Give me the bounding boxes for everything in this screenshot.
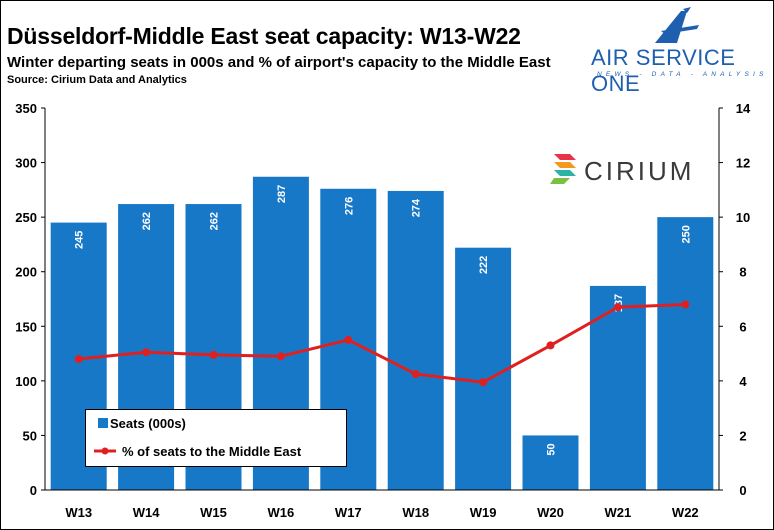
left-tick-label: 350 [15,101,37,116]
right-tick-label: 6 [739,319,746,334]
x-tick-label: W17 [335,505,362,520]
right-tick-label: 4 [739,374,747,389]
left-tick-label: 300 [15,156,37,171]
right-tick-label: 14 [736,101,751,116]
legend-percent-label: % of seats to the Middle East [122,444,302,459]
left-tick-label: 100 [15,374,37,389]
left-tick-label: 150 [15,319,37,334]
x-tick-label: W22 [672,505,699,520]
chart-title: Düsseldorf-Middle East seat capacity: W1… [7,23,521,49]
legend-seats-label: Seats (000s) [110,416,186,431]
bar-value-label: 262 [141,212,153,230]
aircraft-a-icon [655,7,699,43]
x-tick-label: W19 [470,505,497,520]
right-tick-label: 0 [739,483,746,498]
air-service-one-name: AIR SERVICE ONE [591,45,736,96]
percent-point [276,352,285,361]
left-tick-label: 50 [23,428,37,443]
percent-point [613,303,622,312]
x-tick-label: W14 [133,505,161,520]
chart-source: Source: Cirium Data and Analytics [7,74,187,86]
left-tick-label: 250 [15,210,37,225]
cirium-logo: CIRIUM [550,148,691,188]
right-tick-label: 8 [739,265,746,280]
right-tick-label: 2 [739,428,746,443]
percent-line [78,302,686,384]
percent-point [209,350,218,359]
bar-value-label: 50 [546,443,558,455]
cirium-name: CIRIUM [584,156,695,186]
chart-legend: Seats (000s) % of seats to the Middle Ea… [85,409,347,467]
x-tick-label: W20 [537,505,564,520]
chart-subtitle: Winter departing seats in 000s and % of … [7,54,551,71]
percent-point [344,335,353,344]
bar-value-label: 250 [680,225,692,243]
right-tick-label: 12 [736,156,750,171]
bar-value-label: 276 [343,197,355,215]
percent-point [546,341,555,350]
bar-value-label: 287 [276,185,288,203]
bar [657,217,714,490]
x-tick-label: W21 [605,505,632,520]
bar-value-label: 222 [478,256,490,274]
air-service-one-logo: AIR SERVICE ONE NEWS - DATA - ANALYSIS [591,7,771,96]
cirium-mark-icon [550,154,576,184]
bar [387,190,444,490]
percent-point [142,348,151,357]
percent-point [411,370,420,379]
left-tick-label: 0 [30,483,37,498]
air-service-one-tagline: NEWS - DATA - ANALYSIS [597,71,768,78]
percent-point [479,378,488,387]
bar [589,285,646,490]
x-tick-label: W16 [268,505,295,520]
percent-point [681,300,690,309]
legend-line-swatch [94,447,116,455]
bar [455,247,512,490]
bar-value-label: 245 [74,231,86,249]
bar [522,435,579,490]
legend-bar-swatch [98,418,108,428]
bar-value-label: 274 [411,198,423,217]
left-tick-label: 200 [15,265,37,280]
right-tick-label: 10 [736,210,750,225]
bar-value-label: 262 [209,212,221,230]
percent-point [74,355,83,364]
x-tick-label: W18 [402,505,429,520]
x-tick-label: W15 [200,505,227,520]
x-tick-label: W13 [65,505,92,520]
